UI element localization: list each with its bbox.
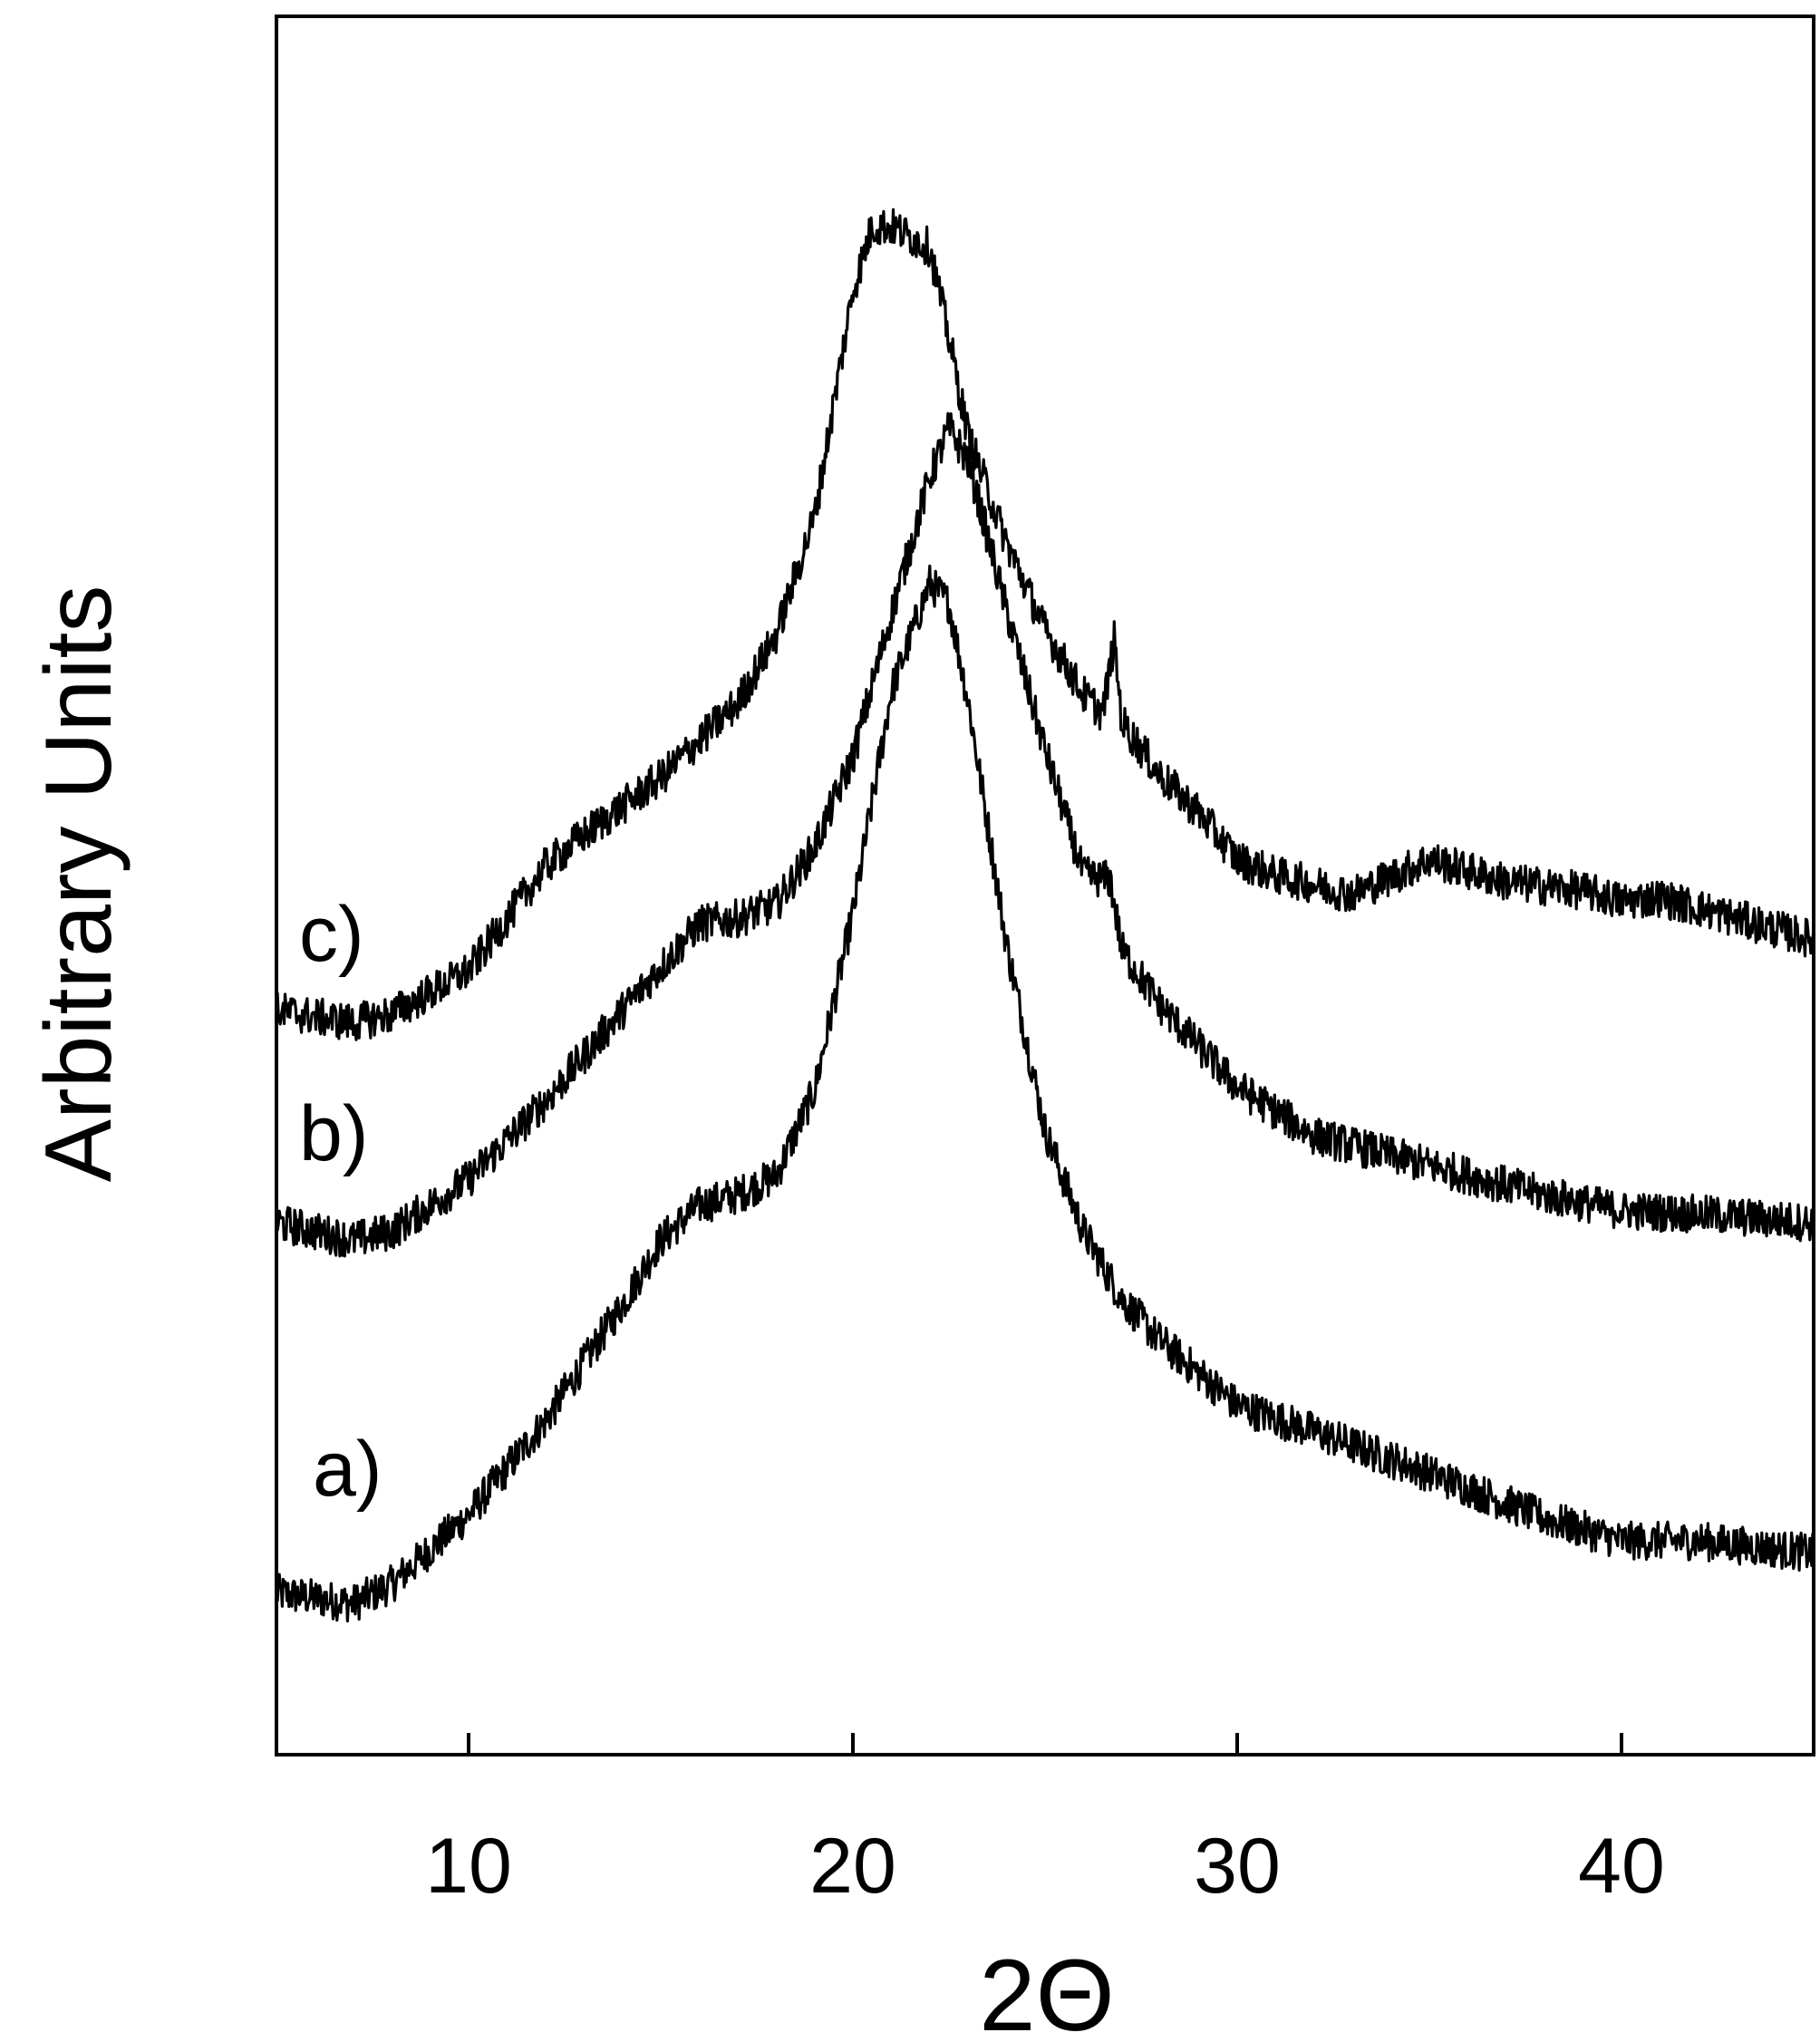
x-tick-label: 30 [1194, 1823, 1281, 1910]
series-label-a: a) [313, 1426, 382, 1513]
x-tick-label: 10 [425, 1823, 512, 1910]
plot-frame [275, 15, 1815, 1757]
x-tick-label: 20 [809, 1823, 896, 1910]
x-tick-label: 40 [1578, 1823, 1665, 1910]
series-label-c: c) [299, 891, 364, 978]
series-labels: a) b) c) [299, 891, 382, 1513]
series-line-a [275, 564, 1815, 1623]
x-axis-title: 2Θ [979, 1939, 1114, 2042]
x-axis-ticks: 10 20 30 40 [425, 1733, 1665, 1910]
y-axis-title: Arbitrary Units [26, 586, 131, 1183]
series-line-b [275, 411, 1815, 1258]
series-line-c [275, 208, 1815, 1041]
series-label-b: b) [299, 1090, 368, 1177]
series-lines [275, 208, 1815, 1623]
